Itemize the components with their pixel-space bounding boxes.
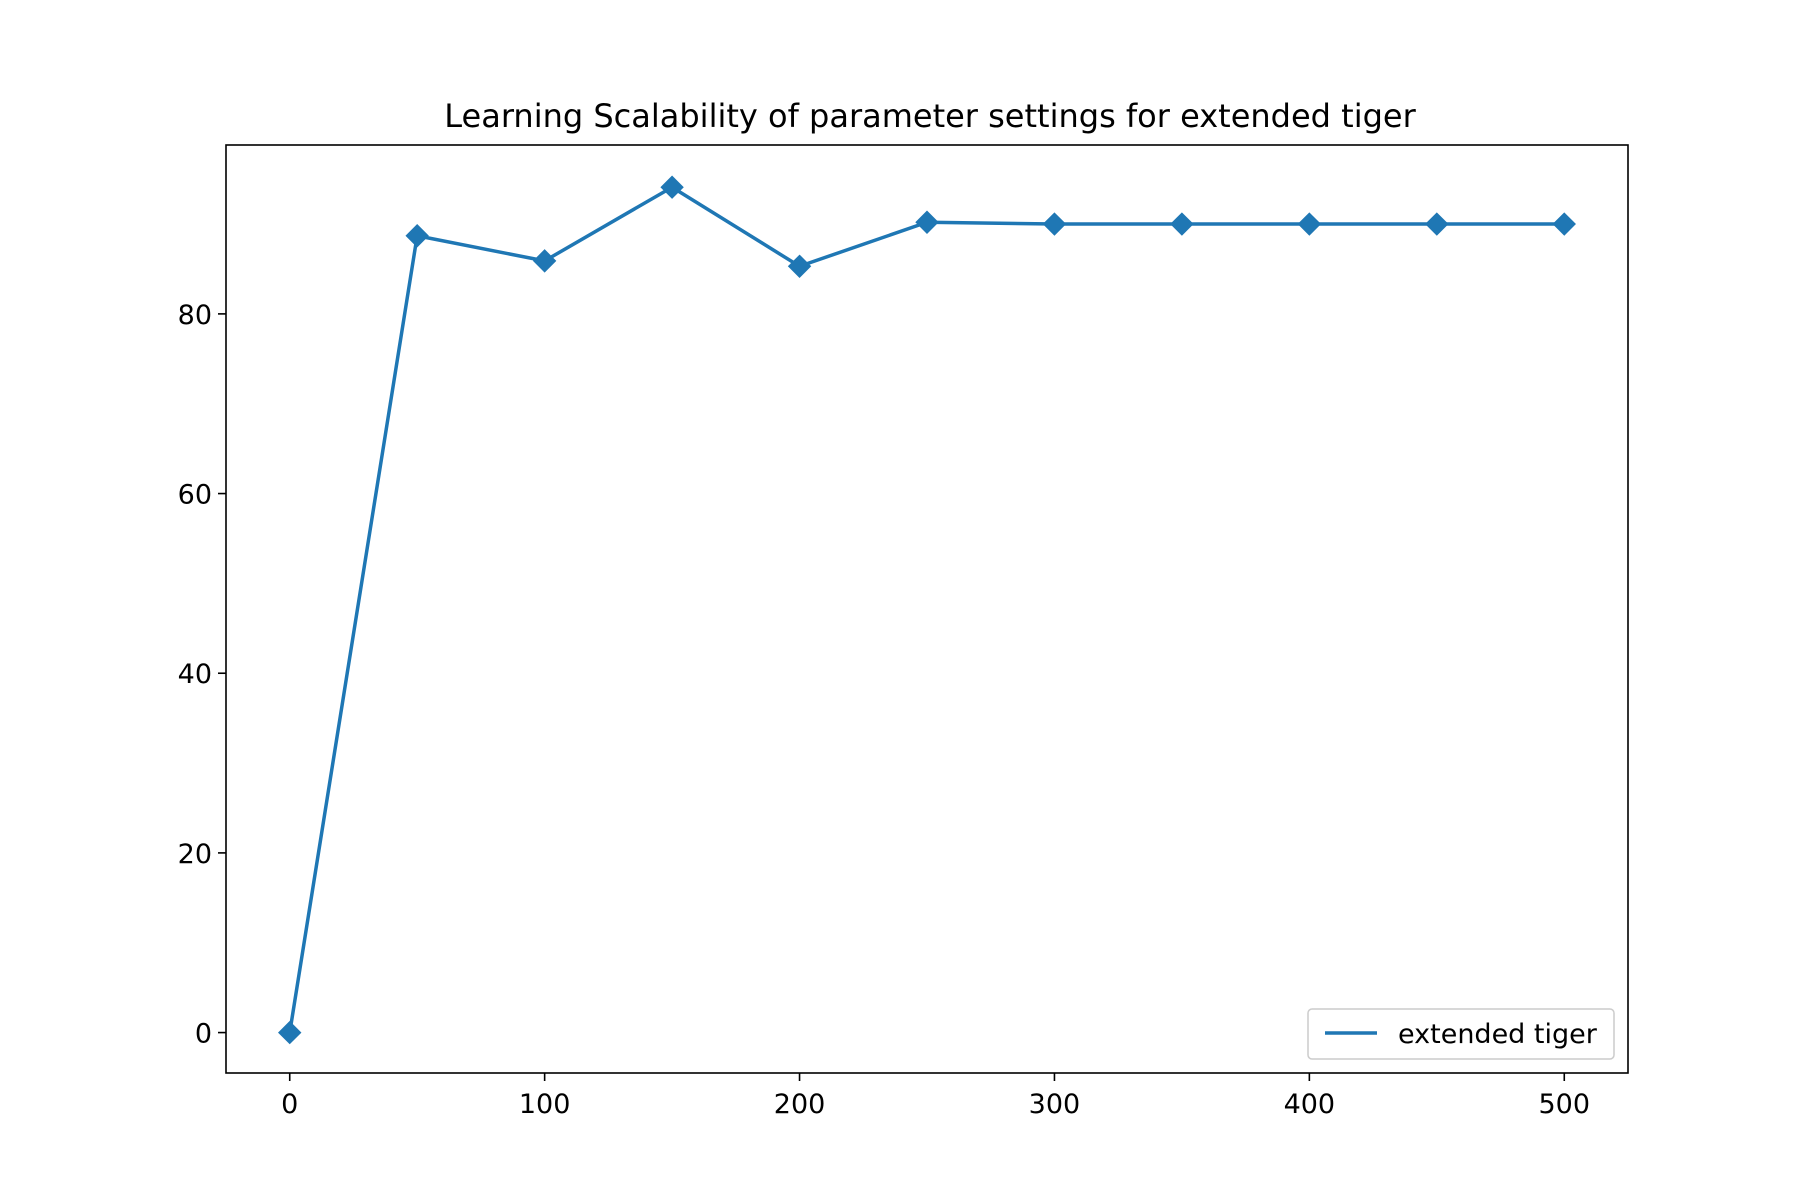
y-axis: 0 20 40 60 80 [178,300,226,1050]
x-tick-label: 400 [1284,1089,1336,1120]
data-point-marker [915,210,939,234]
chart-title: Learning Scalability of parameter settin… [444,97,1416,135]
y-tick-label: 0 [195,1019,212,1050]
data-point-marker [787,254,812,278]
series-line [287,185,1567,1035]
y-tick-label: 20 [178,839,212,870]
legend-label: extended tiger [1398,1019,1598,1050]
data-point-marker [1042,212,1067,236]
plot-frame [225,144,1629,1074]
x-tick-label: 300 [1029,1089,1081,1120]
plot-series [278,175,1576,1045]
data-point-marker [1297,212,1322,236]
legend: extended tiger [1307,1008,1615,1060]
legend-box [1307,1008,1615,1060]
data-point-marker [660,175,684,199]
x-axis: 0 100 200 300 400 500 [281,1073,1590,1120]
data-point-marker [1425,212,1449,236]
x-tick-label: 500 [1538,1089,1590,1120]
data-point-marker [1552,212,1576,236]
y-tick-label: 40 [178,659,212,690]
data-point-marker [1170,212,1194,236]
x-tick-label: 0 [281,1089,298,1120]
y-tick-label: 80 [178,300,212,331]
x-tick-label: 200 [774,1089,826,1120]
data-point-marker [405,224,429,248]
y-tick-label: 60 [178,480,212,511]
x-tick-label: 100 [519,1089,571,1120]
data-point-marker [532,249,557,273]
data-point-marker [278,1020,302,1045]
